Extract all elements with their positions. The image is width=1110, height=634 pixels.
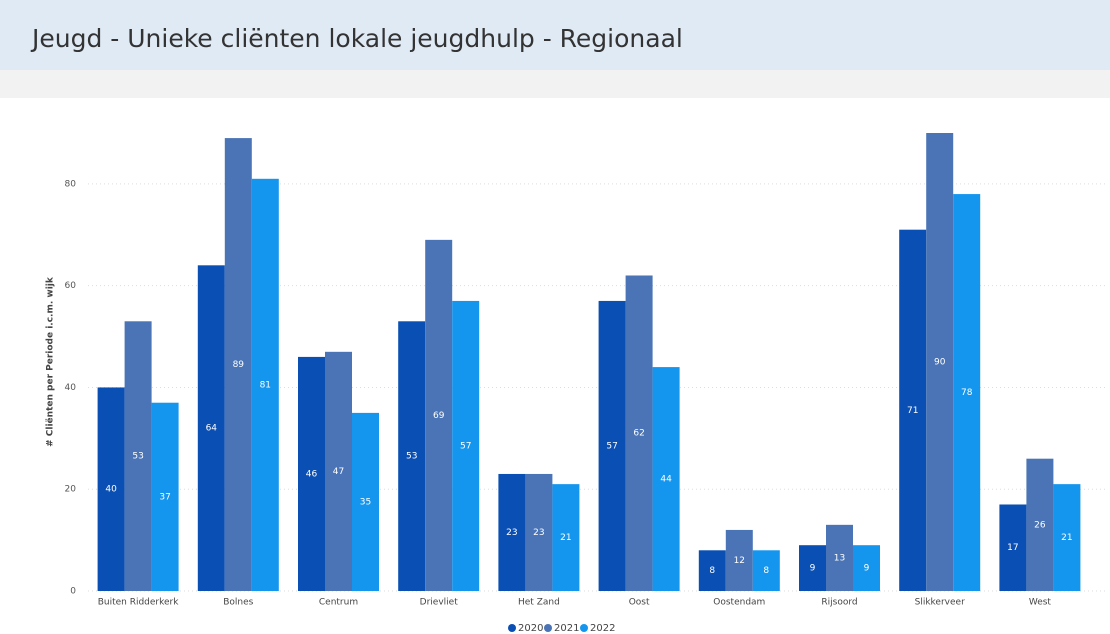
legend-swatch	[544, 624, 552, 632]
bar	[598, 300, 626, 591]
bar	[826, 524, 853, 591]
bar	[698, 550, 726, 591]
data-label: 44	[660, 475, 672, 485]
spacer	[0, 70, 1110, 98]
data-label: 90	[934, 358, 946, 368]
bar	[652, 367, 680, 591]
x-tick-label: Bolnes	[223, 598, 253, 608]
legend-swatch	[508, 624, 516, 632]
bar	[352, 412, 379, 591]
x-tick-label: Drievliet	[420, 598, 459, 608]
bar	[999, 504, 1027, 591]
bar	[197, 265, 225, 591]
data-label: 21	[1061, 533, 1072, 543]
y-tick-label: 40	[65, 383, 77, 393]
bar	[725, 529, 753, 591]
y-axis-label: # Cliënten per Periode i.c.m. wijk	[46, 276, 56, 447]
x-tick-label: Oost	[629, 598, 650, 608]
data-label: 53	[406, 452, 417, 462]
x-tick-label: Buiten Ridderkerk	[98, 598, 180, 608]
bar	[752, 550, 780, 591]
bar	[452, 300, 480, 591]
bar	[799, 545, 826, 591]
data-label: 47	[333, 467, 344, 477]
data-label: 53	[132, 452, 143, 462]
data-label: 9	[864, 564, 870, 574]
data-label: 57	[460, 441, 471, 451]
bar	[625, 275, 653, 591]
legend-label: 2020	[518, 623, 543, 634]
y-tick-label: 80	[65, 179, 77, 189]
data-label: 23	[506, 528, 517, 538]
data-label: 64	[206, 424, 218, 434]
bar	[97, 387, 125, 591]
legend-label: 2022	[590, 623, 615, 634]
data-label: 35	[360, 497, 371, 507]
x-tick-label: Rijsoord	[821, 598, 857, 608]
bar	[899, 229, 927, 591]
bar	[425, 239, 453, 591]
data-label: 78	[961, 388, 973, 398]
chart-title: Jeugd - Unieke cliënten lokale jeugdhulp…	[30, 24, 683, 53]
data-label: 89	[233, 360, 245, 370]
data-label: 17	[1007, 543, 1018, 553]
data-label: 37	[159, 492, 170, 502]
data-label: 71	[907, 406, 918, 416]
data-label: 21	[560, 533, 571, 543]
data-label: 26	[1034, 520, 1046, 530]
bar	[552, 484, 580, 591]
bar	[251, 178, 279, 592]
bar	[1053, 484, 1081, 591]
y-tick-label: 20	[65, 485, 77, 495]
bar	[398, 321, 426, 591]
x-tick-label: West	[1029, 598, 1052, 608]
data-label: 40	[105, 485, 117, 495]
data-label: 23	[533, 528, 544, 538]
data-label: 69	[433, 411, 445, 421]
bar	[151, 402, 179, 591]
x-tick-label: Het Zand	[518, 598, 560, 608]
bar	[325, 351, 352, 591]
bar	[124, 321, 152, 591]
legend-label: 2021	[554, 623, 579, 634]
data-label: 9	[810, 564, 816, 574]
bar	[953, 194, 981, 592]
bar	[498, 473, 526, 591]
x-tick-label: Centrum	[319, 598, 358, 608]
data-label: 81	[260, 380, 271, 390]
bar	[298, 356, 325, 591]
data-label: 12	[734, 556, 745, 566]
y-tick-label: 60	[65, 281, 77, 291]
legend-swatch	[580, 624, 588, 632]
bar	[224, 138, 252, 592]
title-bar	[0, 0, 1110, 70]
y-tick-label: 0	[70, 587, 76, 597]
bar	[1026, 458, 1054, 591]
data-label: 62	[633, 429, 644, 439]
bar	[525, 473, 553, 591]
x-tick-label: Oostendam	[713, 598, 765, 608]
data-label: 57	[606, 441, 617, 451]
data-label: 8	[709, 566, 715, 576]
data-label: 13	[834, 553, 845, 563]
x-tick-label: Slikkerveer	[915, 598, 965, 608]
bar	[853, 545, 880, 591]
data-label: 8	[763, 566, 769, 576]
bar	[926, 133, 954, 591]
data-label: 46	[306, 469, 318, 479]
